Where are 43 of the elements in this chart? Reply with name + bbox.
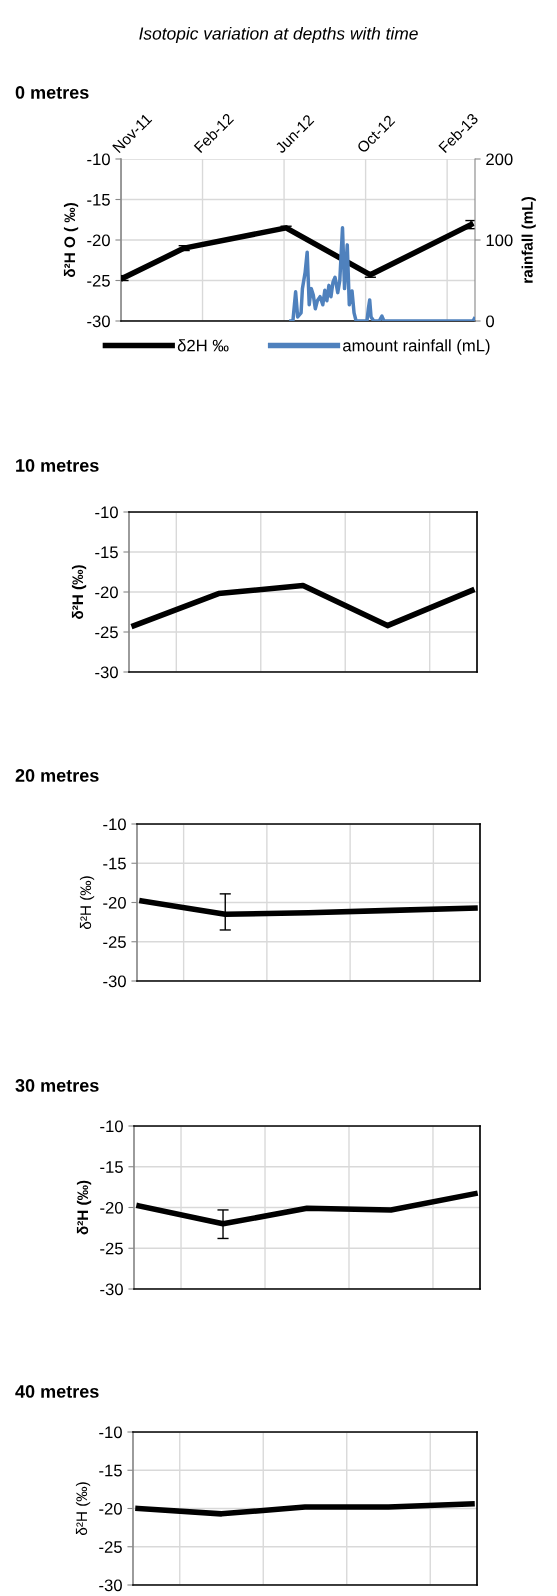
y-tick-label: -20 — [99, 1502, 122, 1515]
legend-label: δ2H ‰ — [177, 339, 229, 352]
y-axis-title: δ²H (‰) — [76, 1180, 92, 1235]
y-tick-label: -30 — [100, 1283, 123, 1296]
y-tick-label: -30 — [87, 315, 110, 328]
y-axis-title: δ²H (‰) — [79, 876, 95, 930]
y-tick-label: -10 — [87, 153, 110, 166]
chart-title: 20 metres — [15, 769, 99, 782]
y-tick-label: -30 — [95, 666, 118, 679]
y-tick-label: -10 — [95, 506, 118, 519]
chart-title: 40 metres — [15, 1385, 99, 1398]
chart-subtitle: 0 metres — [15, 86, 89, 99]
y-tick-label: -10 — [103, 818, 126, 831]
y-tick-label: -10 — [100, 1120, 123, 1133]
y-tick-label: -15 — [103, 857, 126, 870]
y2-tick-label: 200 — [486, 153, 513, 166]
y-tick-label: -20 — [87, 234, 110, 247]
y2-axis-title: rainfall (mL) — [521, 197, 536, 283]
y-tick-label: -30 — [103, 975, 126, 988]
y-tick-label: -20 — [103, 896, 126, 909]
y2-tick-label: 100 — [486, 234, 513, 247]
legend-label: amount rainfall (mL) — [343, 339, 490, 355]
y-tick-label: -25 — [99, 1541, 122, 1553]
chart-title: Isotopic variation at depths with time — [139, 26, 418, 44]
y-tick-label: -20 — [100, 1201, 123, 1214]
chart-title: 10 metres — [16, 459, 99, 472]
chart-title: 30 metres — [15, 1079, 99, 1092]
y-tick-label: -25 — [103, 936, 126, 948]
y-tick-label: -30 — [99, 1579, 122, 1592]
line-series — [289, 226, 475, 321]
y-tick-label: -25 — [87, 274, 110, 287]
y-axis-title: δ²H O ( ‰) — [63, 203, 79, 278]
y-tick-label: -15 — [100, 1161, 123, 1173]
y-axis-title: δ²H (‰) — [71, 565, 87, 619]
y-tick-label: -15 — [87, 194, 110, 206]
y-tick-label: -10 — [99, 1426, 122, 1439]
y-tick-label: -25 — [100, 1242, 123, 1255]
y-tick-label: -20 — [95, 586, 118, 599]
y-axis-title: δ²H (‰) — [75, 1482, 91, 1536]
y-tick-label: -25 — [95, 626, 118, 639]
y2-tick-label: 0 — [486, 315, 495, 328]
y-tick-label: -15 — [99, 1464, 122, 1477]
y-tick-label: -15 — [95, 546, 118, 559]
